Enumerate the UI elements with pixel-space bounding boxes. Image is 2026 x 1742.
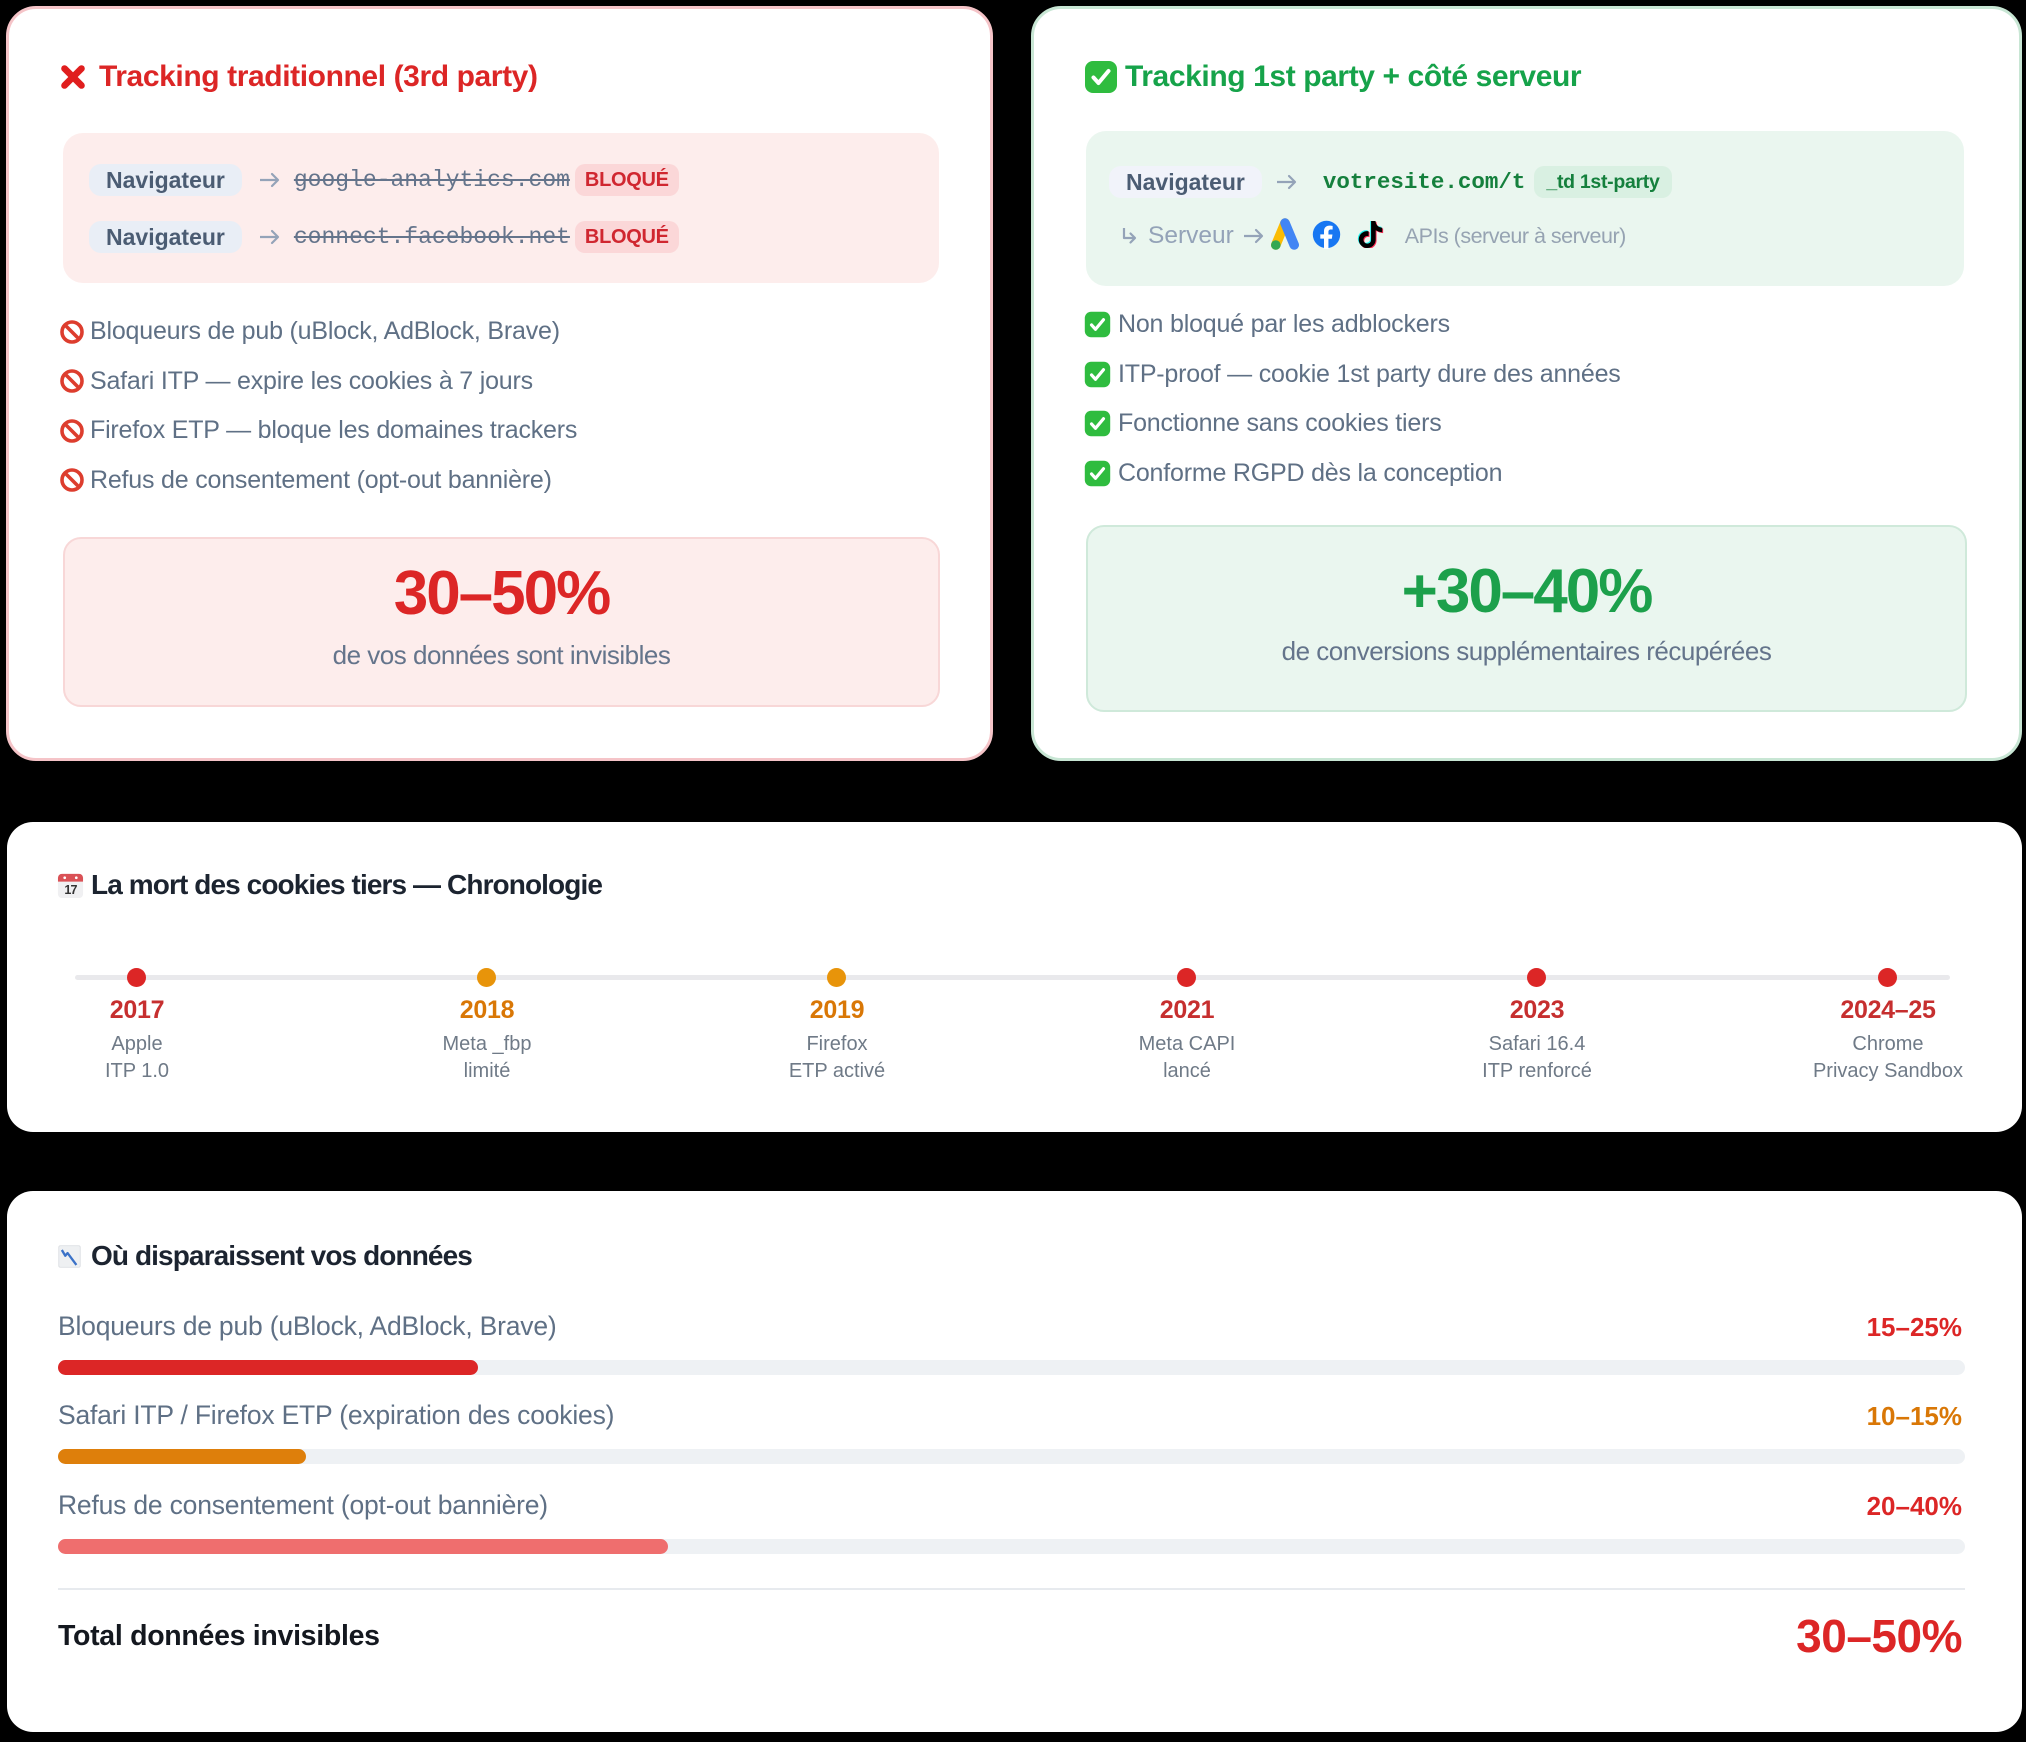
svg-text:17: 17 (64, 883, 77, 897)
